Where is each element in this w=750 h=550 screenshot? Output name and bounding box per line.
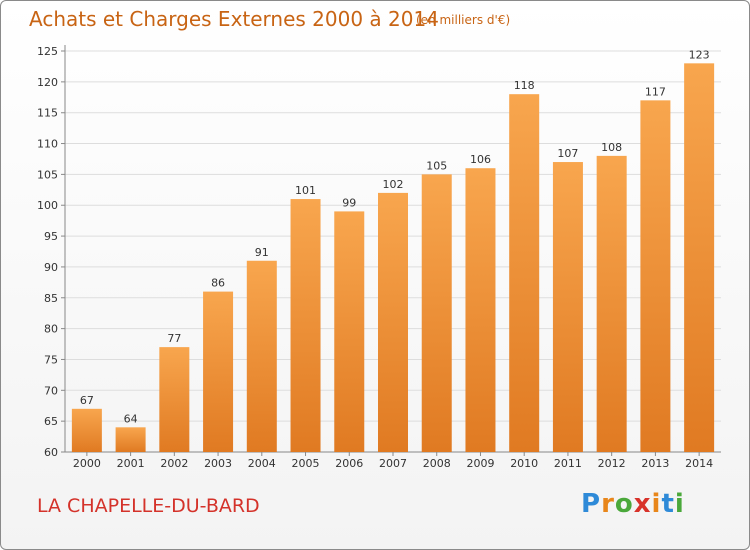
- y-tick-label: 95: [44, 230, 58, 243]
- value-label-2012: 108: [601, 141, 622, 154]
- bar-2006[interactable]: [334, 211, 365, 452]
- y-tick-label: 60: [44, 446, 58, 459]
- value-label-2006: 99: [342, 196, 356, 209]
- bars: [71, 63, 715, 453]
- bar-2005[interactable]: [290, 199, 321, 452]
- value-label-2008: 105: [426, 159, 447, 172]
- x-tick-label-2001: 2001: [117, 457, 145, 470]
- bar-2011[interactable]: [552, 162, 583, 453]
- data-labels: 67 2000 64 2001 77 2002 86 2003 91 2004 101 2005 99 2…: [73, 48, 713, 470]
- x-tick-label-2012: 2012: [598, 457, 626, 470]
- commune-name: LA CHAPELLE-DU-BARD: [37, 495, 260, 517]
- x-tick-label-2013: 2013: [641, 457, 669, 470]
- bar-2003[interactable]: [203, 291, 234, 452]
- y-tick-label: 100: [37, 199, 58, 212]
- x-tick-label-2011: 2011: [554, 457, 582, 470]
- value-label-2000: 67: [80, 394, 94, 407]
- x-tick-label-2006: 2006: [335, 457, 363, 470]
- bar-2004[interactable]: [246, 260, 277, 452]
- y-tick-label: 75: [44, 353, 58, 366]
- logo-letter: i: [651, 489, 662, 519]
- logo-letter: r: [601, 489, 615, 519]
- x-tick-label-2003: 2003: [204, 457, 232, 470]
- bar-2001[interactable]: [115, 427, 146, 452]
- y-tick-label: 125: [37, 45, 58, 58]
- bar-2012[interactable]: [596, 155, 627, 452]
- x-tick-label-2004: 2004: [248, 457, 276, 470]
- x-tick-label-2000: 2000: [73, 457, 101, 470]
- y-tick-label: 80: [44, 323, 58, 336]
- value-label-2010: 118: [514, 79, 535, 92]
- x-tick-label-2007: 2007: [379, 457, 407, 470]
- y-tick-label: 90: [44, 261, 58, 274]
- bar-2010[interactable]: [509, 94, 540, 452]
- value-label-2013: 117: [645, 85, 666, 98]
- x-tick-label-2005: 2005: [292, 457, 320, 470]
- value-label-2001: 64: [124, 412, 138, 425]
- bar-2013[interactable]: [640, 100, 671, 452]
- y-tick-label: 85: [44, 292, 58, 305]
- logo-letter: P: [581, 489, 602, 519]
- value-label-2002: 77: [167, 332, 181, 345]
- bar-2007[interactable]: [378, 192, 408, 452]
- x-tick-label-2009: 2009: [466, 457, 494, 470]
- value-label-2011: 107: [557, 147, 578, 160]
- bar-2002[interactable]: [159, 347, 190, 452]
- y-tick-label: 110: [37, 138, 58, 151]
- logo-letter: o: [614, 489, 634, 519]
- bar-2014[interactable]: [684, 63, 715, 452]
- proxiti-logo[interactable]: Proxiti: [581, 489, 685, 519]
- y-tick-label: 105: [37, 168, 58, 181]
- chart-unit: (en milliers d'€): [416, 13, 511, 27]
- y-tick-label: 70: [44, 384, 58, 397]
- chart-title: Achats et Charges Externes 2000 à 2014: [29, 7, 439, 31]
- x-tick-label-2014: 2014: [685, 457, 713, 470]
- logo-letter: x: [633, 489, 652, 519]
- value-label-2014: 123: [689, 48, 710, 61]
- value-label-2004: 91: [255, 246, 269, 259]
- value-label-2005: 101: [295, 184, 316, 197]
- logo-letter: i: [674, 489, 685, 519]
- value-label-2007: 102: [383, 178, 404, 191]
- y-tick-label: 120: [37, 76, 58, 89]
- y-tick-label: 115: [37, 107, 58, 120]
- bar-2008[interactable]: [421, 174, 452, 452]
- logo-letter: t: [661, 489, 675, 519]
- bar-2009[interactable]: [465, 168, 496, 452]
- x-tick-label-2002: 2002: [160, 457, 188, 470]
- x-tick-label-2010: 2010: [510, 457, 538, 470]
- value-label-2009: 106: [470, 153, 491, 166]
- x-tick-label-2008: 2008: [423, 457, 451, 470]
- value-label-2003: 86: [211, 277, 225, 290]
- bar-2000[interactable]: [71, 408, 102, 452]
- y-tick-label: 65: [44, 415, 58, 428]
